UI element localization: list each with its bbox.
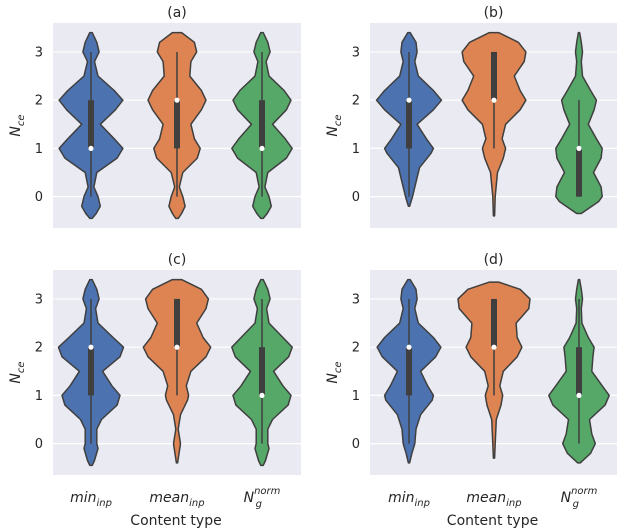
y-tick-label: 1 [352,142,360,157]
violin-iqr-box [406,347,412,396]
violin-median [406,97,412,103]
violin-median [174,97,180,103]
y-tick-label: 0 [35,190,43,205]
x-tick-label: Nnorm g [561,486,598,510]
violin-mean-inp [147,31,207,220]
violin-median [491,97,497,103]
y-axis-label: Nce [8,114,27,136]
violin-iqr-box [88,100,94,149]
y-tick-label: 2 [35,341,43,356]
violin-iqr-box [259,347,265,396]
panel-c: 0 1 2 3 (c) Nce mininp meaninp Nnorm g Content typ… [8,252,301,529]
y-axis-label: Nce [325,114,344,136]
violin-min-inp [57,278,125,467]
y-tick-label: 2 [352,94,360,109]
y-tick-label: 2 [35,94,43,109]
y-tick-label: 3 [35,45,43,60]
violin-ng-norm [231,278,293,467]
panel-a: 0 1 2 3 (a) Nce [8,5,301,228]
y-axis-label: Nce [325,361,344,383]
violin-iqr-box [491,298,497,348]
panel-title: (c) [168,252,187,268]
y-tick-label: 0 [35,437,43,452]
violin-iqr-box [174,100,180,149]
violin-iqr-box [491,51,497,101]
violin-ng-norm [548,278,610,464]
violin-ng-norm [555,31,603,215]
violin-mean-inp [461,31,527,217]
violin-iqr-box [174,298,180,348]
panel-title: (a) [167,5,187,21]
x-axis-label: Content type [130,513,221,529]
violin-iqr-box [576,347,582,396]
panel-title: (b) [484,5,504,21]
panel-b: 0 1 2 3 (b) Nce [325,5,617,228]
violin-min-inp [375,31,443,208]
y-tick-label: 1 [35,389,43,404]
x-tick-label: meaninp [149,490,204,509]
x-tick-label: Nnorm g [244,486,281,510]
violin-median [576,392,582,399]
violin-median [576,145,582,152]
x-axis-label: Content type [447,513,538,529]
violin-min-inp [58,31,124,220]
y-tick-label: 2 [352,341,360,356]
x-tick-label: meaninp [466,490,521,509]
y-tick-label: 3 [35,292,43,307]
violin-min-inp [376,278,442,464]
violin-iqr-box [406,100,412,149]
panel-title: (d) [484,252,504,268]
y-tick-label: 1 [35,142,43,157]
violin-median [88,344,94,350]
violin-mean-inp [142,278,212,464]
violin-ng-norm [231,31,293,220]
violin-iqr-box [259,100,265,149]
violin-median [259,145,265,152]
violin-iqr-box [576,148,582,197]
violin-median [259,392,265,399]
violin-mean-inp [457,281,531,459]
violin-iqr-box [88,347,94,396]
panel-d: 0 1 2 3 (d) Nce mininp meaninp Nnorm g Content typ… [325,252,617,529]
y-axis-label: Nce [8,361,27,383]
x-tick-label: mininp [70,490,112,509]
y-tick-label: 0 [352,190,360,205]
x-tick-label: mininp [388,490,430,509]
violin-median [406,344,412,350]
violin-median [88,145,94,152]
violin-median [174,344,180,350]
y-tick-label: 3 [352,45,360,60]
y-tick-label: 0 [352,437,360,452]
violin-median [491,344,497,350]
y-tick-label: 3 [352,292,360,307]
y-tick-label: 1 [352,389,360,404]
